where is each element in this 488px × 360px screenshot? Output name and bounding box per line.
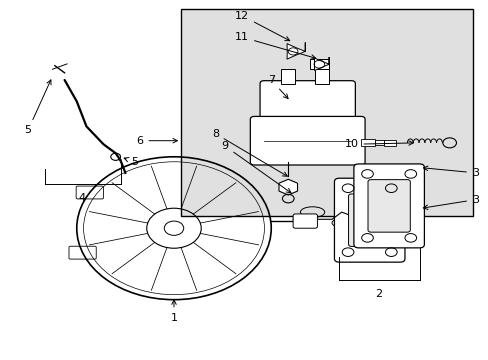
FancyBboxPatch shape [348, 194, 390, 247]
Bar [281, 69, 294, 84]
Polygon shape [286, 42, 305, 59]
Text: 2: 2 [374, 289, 381, 299]
Text: 7: 7 [267, 75, 287, 99]
Text: 9: 9 [221, 141, 290, 193]
Text: 12: 12 [235, 11, 289, 41]
FancyBboxPatch shape [353, 164, 424, 248]
Bar [361, 139, 374, 147]
FancyBboxPatch shape [334, 178, 404, 262]
FancyBboxPatch shape [260, 81, 355, 129]
Text: 3: 3 [423, 195, 478, 210]
Text: 5: 5 [124, 157, 138, 167]
Text: 3: 3 [423, 166, 478, 178]
Bar [309, 59, 328, 69]
Text: 4: 4 [78, 193, 85, 203]
Text: 10: 10 [344, 139, 412, 149]
FancyBboxPatch shape [292, 214, 317, 228]
FancyBboxPatch shape [250, 116, 365, 165]
Bar [374, 140, 383, 145]
Text: 11: 11 [235, 32, 315, 59]
Bar [383, 140, 395, 146]
Text: 8: 8 [211, 129, 287, 176]
FancyBboxPatch shape [367, 180, 409, 232]
Text: 6: 6 [136, 136, 177, 146]
Polygon shape [314, 57, 328, 71]
Bar [181, 9, 472, 216]
Text: 1: 1 [170, 300, 177, 323]
FancyBboxPatch shape [69, 246, 96, 259]
FancyBboxPatch shape [76, 186, 103, 199]
Text: 5: 5 [24, 80, 51, 135]
Bar [314, 69, 328, 84]
